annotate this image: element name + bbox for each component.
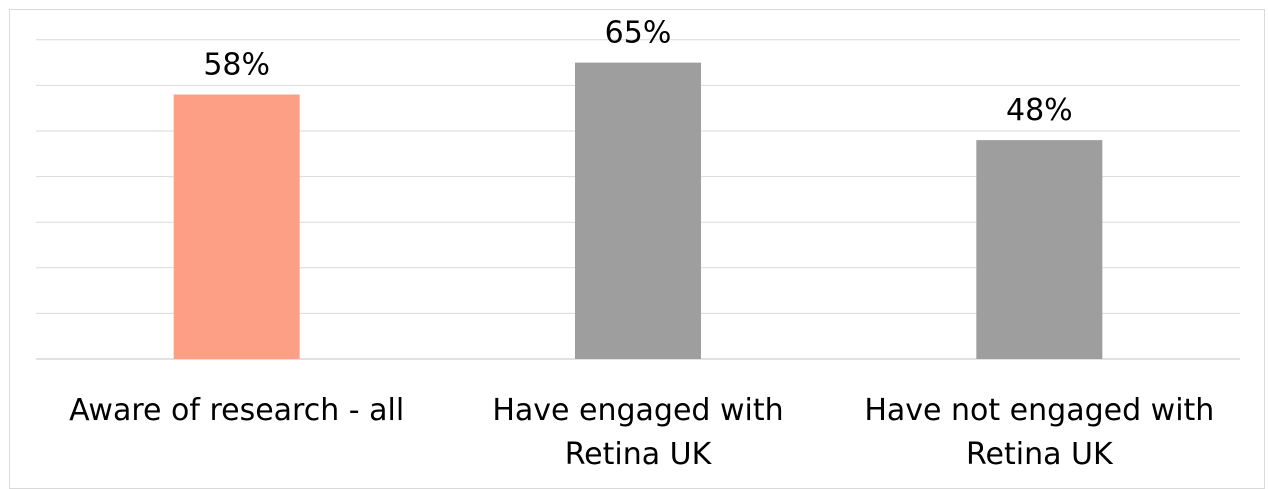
bar	[575, 62, 701, 359]
category-label: Retina UK	[565, 437, 713, 472]
data-labels: 58% 65% 48%	[203, 16, 1072, 129]
category-axis-labels: Aware of research - all Have engaged with…	[69, 393, 1214, 472]
category-label: Have engaged with	[492, 393, 783, 428]
data-label: 48%	[1006, 93, 1073, 128]
data-label: 58%	[203, 48, 270, 83]
bar	[173, 94, 300, 360]
bar	[976, 140, 1103, 359]
data-label: 65%	[605, 16, 672, 51]
category-label: Aware of research - all	[69, 393, 404, 428]
category-label: Retina UK	[966, 437, 1114, 472]
bars	[173, 62, 1103, 360]
category-label: Have not engaged with	[864, 393, 1214, 428]
